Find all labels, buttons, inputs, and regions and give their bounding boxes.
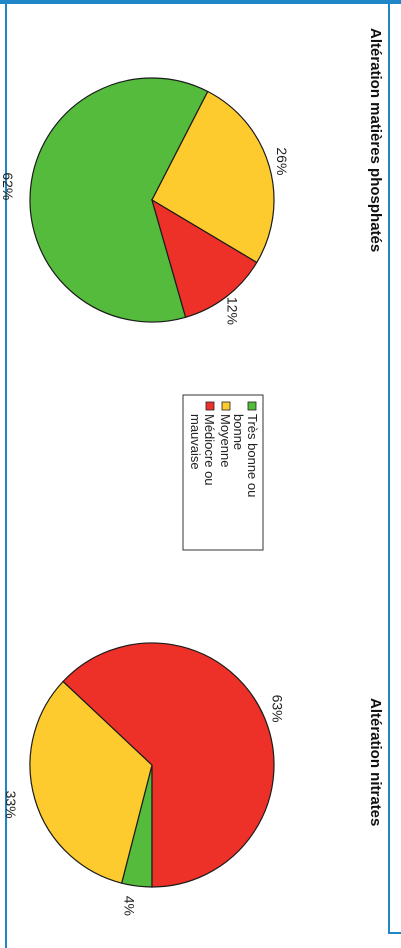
legend-label-poor-line1: Médiocre ou xyxy=(202,414,217,486)
pie-data-label-nitrates-very-good: 4% xyxy=(121,896,137,916)
pie-slice-phosphates-medium xyxy=(151,90,275,264)
pie-slice-phosphates-very-good xyxy=(29,77,209,323)
legend: Très bonne ou bonne Moyenne Médiocre ou … xyxy=(182,394,264,551)
pie-data-label-nitrates-poor: 63% xyxy=(270,695,286,723)
pie-data-label-nitrates-medium: 33% xyxy=(3,791,19,819)
pie-chart-phosphates: 62% 26% 12% xyxy=(0,77,290,325)
pie-chart-nitrates: 4% 33% 63% xyxy=(3,642,286,916)
pie-slice-phosphates-poor xyxy=(151,198,258,319)
legend-swatch-poor xyxy=(205,401,215,411)
pie-slice-nitrates-medium xyxy=(29,680,153,884)
pie-data-label-phosphates-very-good: 62% xyxy=(0,172,16,200)
legend-label-medium: Moyenne xyxy=(218,414,233,467)
frame-left-border xyxy=(5,0,7,948)
pie-data-label-phosphates-poor: 12% xyxy=(225,297,241,325)
chart-title-phosphates: Altération matières phosphatés xyxy=(367,28,384,252)
legend-box xyxy=(182,394,264,551)
frame-top-border xyxy=(0,0,401,4)
frame-bottom-border xyxy=(388,932,401,934)
frame-right-border xyxy=(388,4,390,932)
legend-swatch-medium xyxy=(221,401,231,411)
legend-label-very-good-line2: bonne xyxy=(231,414,246,450)
chart-title-nitrates: Altération nitrates xyxy=(367,698,384,826)
legend-label-poor-line2: mauvaise xyxy=(188,414,203,470)
pie-slice-nitrates-poor xyxy=(62,642,275,888)
pie-data-label-phosphates-medium: 26% xyxy=(274,147,290,175)
legend-swatch-very-good xyxy=(247,401,257,411)
legend-label-very-good-line1: Très bonne ou xyxy=(245,414,260,497)
